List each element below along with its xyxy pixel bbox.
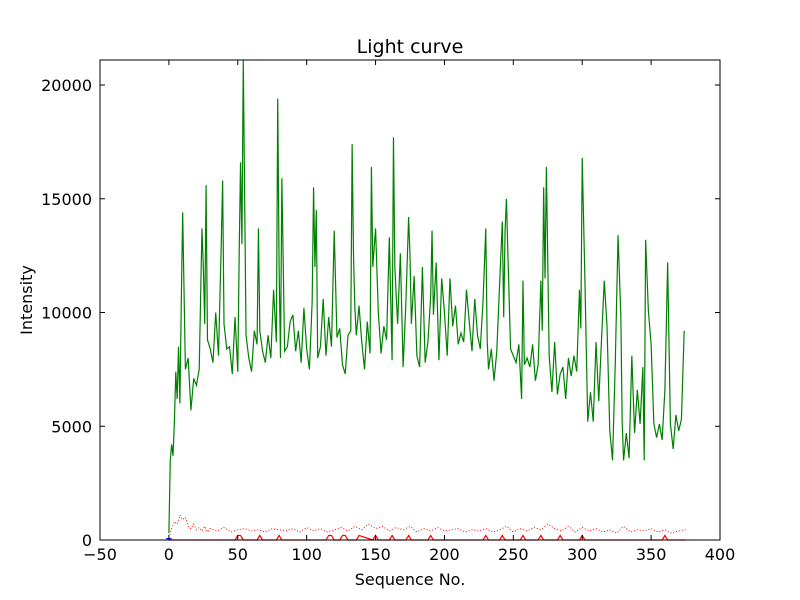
series-line-0 [168, 59, 685, 534]
y-tick-label: 5000 [51, 417, 92, 436]
series-line-2 [168, 534, 686, 541]
chart-title: Light curve [357, 36, 464, 58]
y-tick-label: 15000 [41, 190, 92, 209]
x-tick-label: 200 [429, 545, 460, 564]
x-tick-label: 150 [360, 545, 391, 564]
x-tick-label: 0 [164, 545, 174, 564]
x-tick-label: 400 [705, 545, 736, 564]
x-tick-label: 100 [291, 545, 322, 564]
x-tick-label: 50 [228, 545, 248, 564]
plot-frame [99, 59, 721, 541]
x-tick-label: 250 [498, 545, 529, 564]
x-axis-label: Sequence No. [355, 570, 466, 589]
series-line-1 [168, 513, 686, 538]
series-layer [166, 59, 686, 541]
y-axis: 0 5000 10000 15000 20000 [41, 76, 720, 550]
y-axis-label: Intensity [17, 265, 36, 335]
x-tick-label: −50 [83, 545, 117, 564]
x-axis: −50 0 50 100 150 200 250 300 350 400 [83, 60, 735, 564]
x-tick-label: 350 [636, 545, 667, 564]
y-tick-label: 0 [82, 531, 92, 550]
x-tick-label: 300 [567, 545, 598, 564]
y-tick-label: 10000 [41, 304, 92, 323]
y-tick-label: 20000 [41, 76, 92, 95]
